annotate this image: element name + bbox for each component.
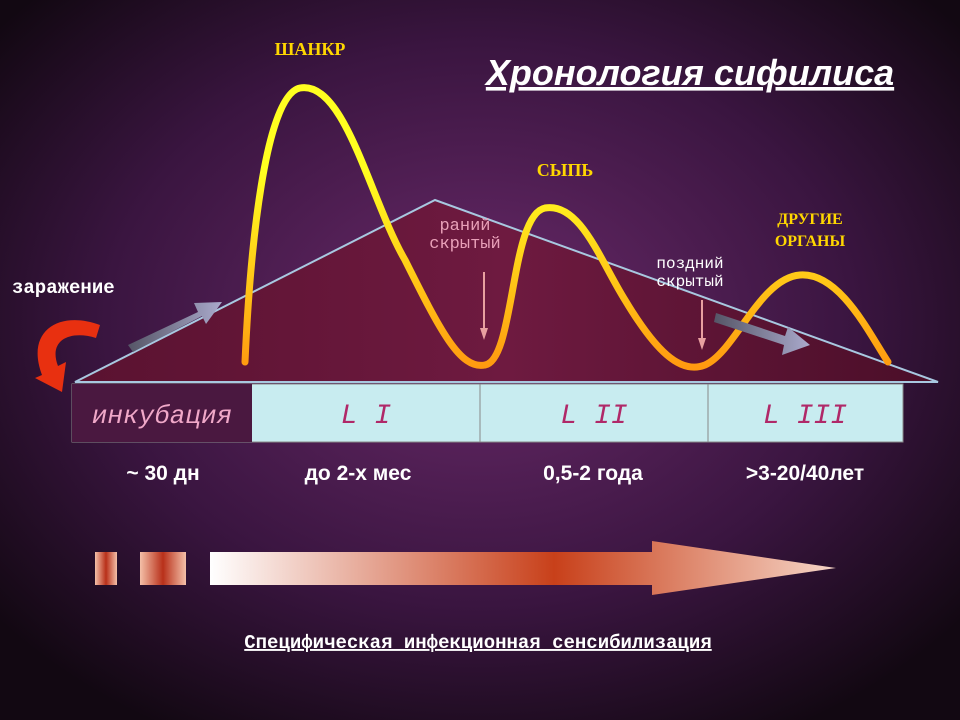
latent-label: скрытый bbox=[429, 235, 500, 254]
arrow-head bbox=[698, 338, 706, 350]
title: Хронология сифилиса bbox=[484, 52, 894, 93]
gray-arrow bbox=[714, 313, 810, 355]
curve-label: СЫПЬ bbox=[537, 160, 594, 180]
infection-label: заражение bbox=[12, 277, 115, 299]
duration: >3-20/40лет bbox=[746, 462, 864, 485]
bar-chip bbox=[95, 552, 117, 585]
arrow-head bbox=[480, 328, 488, 340]
incubation-cell bbox=[72, 384, 252, 442]
gray-arrow bbox=[128, 302, 222, 352]
footer: Специфическая инфекционная сенсибилизаци… bbox=[244, 632, 711, 654]
sensitization-arrow bbox=[210, 541, 836, 595]
latent-label: скрытый bbox=[656, 273, 723, 291]
bar-chip bbox=[140, 552, 186, 585]
disease-curve bbox=[241, 84, 892, 371]
latent-label: поздний bbox=[656, 255, 723, 273]
latent-label: раний bbox=[439, 217, 490, 236]
stage: L I bbox=[341, 401, 392, 432]
triangle bbox=[74, 198, 939, 383]
duration: до 2-х мес bbox=[305, 462, 412, 485]
red-arrow bbox=[35, 320, 100, 392]
duration: 0,5-2 года bbox=[543, 462, 643, 485]
curve-label: ДРУГИЕ bbox=[777, 211, 842, 228]
stage: инкубация bbox=[92, 401, 232, 431]
stage: L II bbox=[560, 401, 627, 432]
stage: L III bbox=[763, 401, 847, 432]
curve-label: ШАНКР bbox=[275, 39, 346, 59]
curve-label: ОРГАНЫ bbox=[775, 233, 846, 250]
duration: ~ 30 дн bbox=[126, 462, 199, 485]
